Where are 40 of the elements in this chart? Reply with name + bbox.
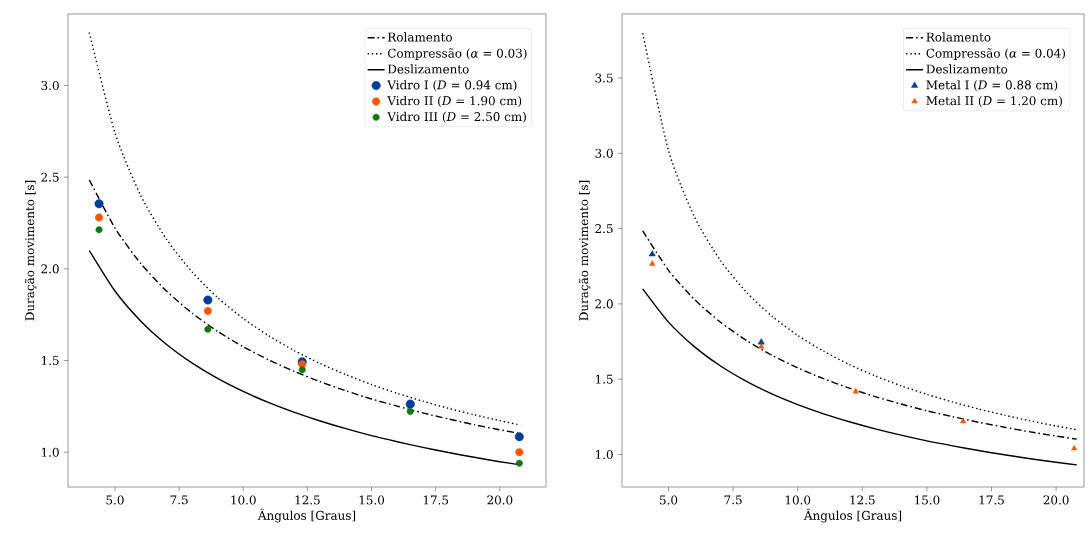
y-tick-label: 2.5 [595, 224, 613, 234]
y-tick-label: 2.5 [41, 172, 59, 182]
legend-label: Metal II (D = 1.20 cm) [926, 96, 1062, 107]
y-tick-label: 2.0 [595, 299, 613, 309]
x-tick-label: 10.0 [785, 495, 811, 505]
x-tick-label: 17.5 [979, 495, 1004, 505]
x-tick-label: 20.0 [487, 495, 513, 505]
legend-label: Rolamento [387, 32, 452, 42]
legend-label: Deslizamento [926, 64, 1008, 74]
x-tick-label: 7.5 [170, 495, 188, 505]
legend-label: Deslizamento [387, 64, 469, 74]
x-tick-label: 5.0 [660, 495, 678, 505]
legend-label: Metal I (D = 0.88 cm) [926, 80, 1058, 92]
x-tick-label: 7.5 [724, 495, 742, 505]
legend-label: Compressão (α = 0.03) [387, 48, 527, 60]
y-tick-label: 1.5 [596, 374, 613, 384]
y-tick-label: 3.0 [595, 148, 613, 158]
x-tick-label: 5.0 [106, 495, 124, 505]
legend-label: Vidro I (D = 0.94 cm) [387, 80, 517, 92]
y-tick-label: 2.0 [41, 264, 59, 274]
x-tick-label: 12.5 [850, 495, 875, 505]
y-tick-label: 1.0 [596, 449, 613, 459]
x-tick-label: 17.5 [423, 495, 449, 505]
x-tick-label: 12.5 [295, 495, 320, 505]
legend-label: Vidro III (D = 2.50 cm) [387, 111, 526, 123]
y-axis-title: Duração movimento [s] [24, 180, 37, 321]
x-tick-label: 10.0 [231, 495, 256, 505]
legend-label: Rolamento [926, 32, 991, 42]
legend-label: Vidro II (D = 1.90 cm) [387, 96, 522, 107]
x-axis-title: Ângulos [Graus] [803, 508, 902, 523]
legend-label: Compressão (α = 0.04) [926, 48, 1066, 60]
x-axis-title: Ângulos [Graus] [257, 508, 356, 523]
y-tick-label: 1.5 [42, 355, 59, 366]
x-tick-label: 15.0 [915, 495, 940, 505]
y-tick-label: 3.5 [595, 73, 613, 83]
x-tick-label: 15.0 [359, 495, 385, 505]
y-tick-label: 3.0 [41, 80, 59, 91]
x-tick-label: 20.0 [1043, 495, 1069, 505]
y-tick-label: 1.0 [42, 447, 59, 457]
y-axis-title: Duração movimento [s] [578, 180, 591, 321]
